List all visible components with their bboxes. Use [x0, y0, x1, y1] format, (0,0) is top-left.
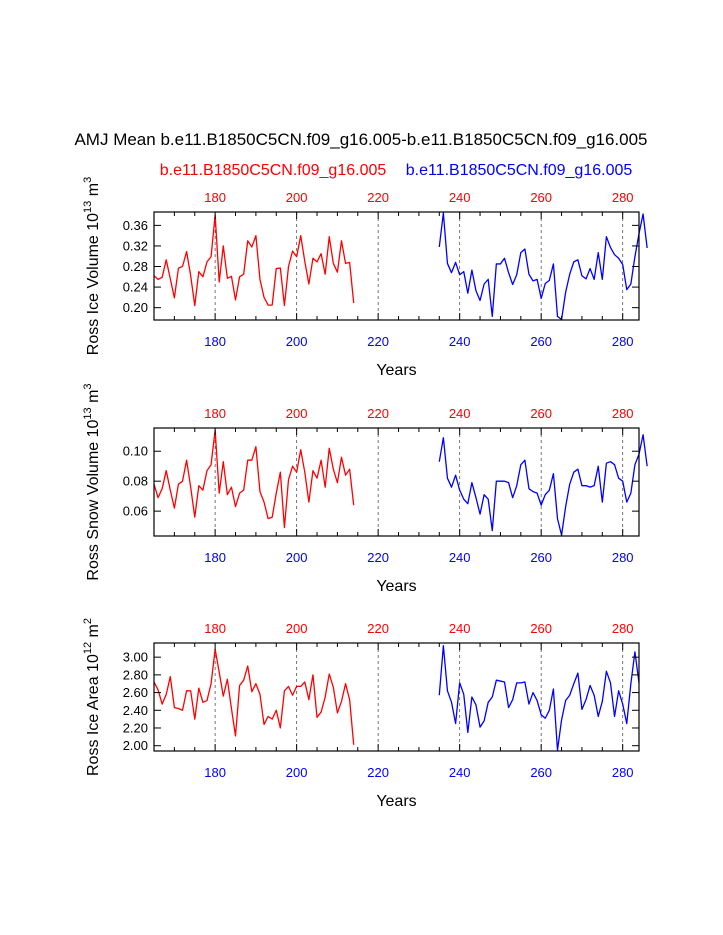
y-axis-label-part: Ross Snow Volume 10 — [85, 419, 102, 580]
x-tick-label-bottom: 220 — [367, 334, 389, 349]
series-1-line — [153, 214, 355, 307]
x-tick-label-top: 180 — [204, 190, 226, 205]
y-tick-label: 2.60 — [123, 685, 148, 700]
y-axis-label-part: 3 — [82, 383, 94, 389]
x-tick-label-bottom: 260 — [530, 765, 552, 780]
y-axis-label-part: 2 — [82, 618, 94, 624]
series-1-line — [153, 648, 355, 745]
x-tick-label-top: 180 — [204, 406, 226, 421]
x-tick-label-bottom: 200 — [286, 334, 308, 349]
x-tick-label-bottom: 240 — [449, 334, 471, 349]
figure-title: AMJ Mean b.e11.B1850C5CN.f09_g16.005-b.e… — [74, 130, 647, 149]
x-tick-label-bottom: 260 — [530, 550, 552, 565]
series-2-line — [438, 434, 648, 536]
y-tick-label: 3.00 — [123, 650, 148, 665]
x-tick-label-bottom: 220 — [367, 550, 389, 565]
y-tick-label: 0.24 — [123, 280, 148, 295]
x-tick-label-bottom: 240 — [449, 765, 471, 780]
x-tick-label-top: 280 — [612, 406, 634, 421]
series-2-line — [438, 645, 640, 751]
x-tick-label-top: 220 — [367, 190, 389, 205]
x-tick-label-top: 240 — [449, 621, 471, 636]
y-axis-label-part: 3 — [82, 177, 94, 183]
x-axis-label: Years — [376, 578, 416, 595]
y-axis-label-part: 12 — [82, 642, 94, 654]
x-tick-label-bottom: 200 — [286, 765, 308, 780]
x-tick-label-top: 260 — [530, 406, 552, 421]
series-1-line — [153, 429, 355, 529]
panels: 180 200 220 240 260 280 180 200 220 240 260 280 0.20… — [82, 177, 648, 810]
y-tick-label: 0.20 — [123, 300, 148, 315]
x-tick-label-top: 200 — [286, 406, 308, 421]
y-tick-label: 0.28 — [123, 259, 148, 274]
y-tick-label: 2.40 — [123, 703, 148, 718]
series-2-line — [438, 212, 648, 321]
y-axis-label-part: m — [85, 624, 102, 642]
panel-3: 180 200 220 240 260 280 180 200 220 240 260 280 2.00… — [82, 618, 640, 810]
y-axis-label-part: m — [85, 390, 102, 408]
x-tick-label-bottom: 180 — [204, 765, 226, 780]
x-axis-label: Years — [376, 362, 416, 379]
x-tick-label-top: 200 — [286, 190, 308, 205]
x-tick-label-top: 240 — [449, 190, 471, 205]
panel-2: 180 200 220 240 260 280 180 200 220 240 260 280 0.06… — [82, 383, 648, 595]
x-tick-label-bottom: 220 — [367, 765, 389, 780]
x-tick-label-bottom: 240 — [449, 550, 471, 565]
x-tick-label-top: 220 — [367, 621, 389, 636]
x-axis-label: Years — [376, 793, 416, 810]
x-tick-label-top: 200 — [286, 621, 308, 636]
legend-case1-label: b.e11.B1850C5CN.f09_g16.005 — [160, 162, 387, 179]
y-axis-label-part: 13 — [82, 201, 94, 213]
x-tick-label-top: 260 — [530, 621, 552, 636]
y-tick-label: 0.32 — [123, 238, 148, 253]
x-tick-label-bottom: 180 — [204, 550, 226, 565]
x-tick-label-top: 180 — [204, 621, 226, 636]
plot-frame — [153, 642, 640, 752]
y-axis-label-part: m — [85, 183, 102, 201]
x-tick-label-bottom: 260 — [530, 334, 552, 349]
y-tick-label: 2.00 — [123, 738, 148, 753]
y-axis-label: Ross Ice Volume 1013 m3 — [82, 177, 102, 355]
x-tick-label-bottom: 200 — [286, 550, 308, 565]
y-axis-label-part: Ross Ice Volume 10 — [85, 213, 102, 355]
y-axis-label-part: 13 — [82, 407, 94, 419]
x-tick-label-top: 280 — [612, 621, 634, 636]
y-tick-label: 0.10 — [123, 444, 148, 459]
y-axis-label: Ross Snow Volume 1013 m3 — [82, 383, 102, 580]
x-tick-label-bottom: 280 — [612, 765, 634, 780]
x-tick-label-bottom: 180 — [204, 334, 226, 349]
y-tick-label: 0.08 — [123, 474, 148, 489]
legend-case2-label: b.e11.B1850C5CN.f09_g16.005 — [406, 162, 633, 179]
x-tick-label-top: 220 — [367, 406, 389, 421]
plot-frame — [153, 211, 640, 321]
x-tick-label-top: 260 — [530, 190, 552, 205]
x-tick-label-bottom: 280 — [612, 334, 634, 349]
x-tick-label-bottom: 280 — [612, 550, 634, 565]
y-axis-label: Ross Ice Area 1012 m2 — [82, 618, 102, 776]
y-axis-label-part: Ross Ice Area 10 — [85, 654, 102, 776]
y-tick-label: 0.06 — [123, 504, 148, 519]
panel-1: 180 200 220 240 260 280 180 200 220 240 260 280 0.20… — [82, 177, 648, 379]
y-tick-label: 0.36 — [123, 218, 148, 233]
plot-frame — [153, 427, 640, 537]
y-tick-label: 2.20 — [123, 720, 148, 735]
x-tick-label-top: 240 — [449, 406, 471, 421]
x-tick-label-top: 280 — [612, 190, 634, 205]
y-tick-label: 2.80 — [123, 667, 148, 682]
